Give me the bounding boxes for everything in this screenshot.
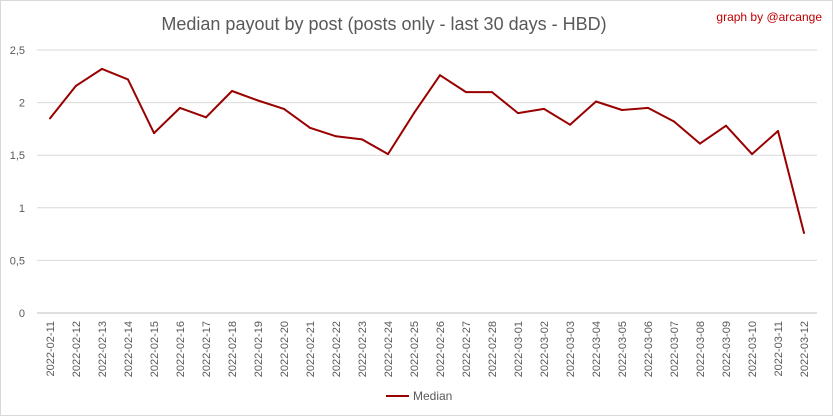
- x-tick-label: 2022-03-10: [747, 321, 759, 377]
- x-tick-label: 2022-02-21: [305, 321, 317, 377]
- y-tick-label: 2,5: [10, 45, 25, 57]
- data-point: [517, 112, 519, 115]
- x-tick-label: 2022-02-28: [487, 321, 499, 377]
- legend-label: Median: [413, 389, 452, 403]
- data-point: [283, 107, 285, 110]
- data-point: [647, 106, 649, 109]
- chart-credit: graph by @arcange: [716, 10, 822, 24]
- data-point: [491, 91, 493, 94]
- x-tick-label: 2022-03-02: [539, 321, 551, 377]
- data-point: [621, 108, 623, 111]
- x-tick-label: 2022-02-25: [409, 321, 421, 377]
- data-point: [751, 153, 753, 156]
- data-point: [231, 90, 233, 93]
- data-point: [439, 74, 441, 77]
- data-point: [127, 78, 129, 81]
- x-tick-label: 2022-02-27: [461, 321, 473, 377]
- x-tick-label: 2022-02-26: [435, 321, 447, 377]
- data-point: [361, 138, 363, 141]
- x-tick-label: 2022-03-08: [695, 321, 707, 377]
- legend: Median: [386, 389, 452, 403]
- y-tick-label: 1: [19, 203, 25, 215]
- x-tick-label: 2022-02-17: [201, 321, 213, 377]
- x-tick-label: 2022-03-05: [617, 321, 629, 377]
- x-tick-label: 2022-03-07: [669, 321, 681, 377]
- x-tick-label: 2022-02-24: [383, 321, 395, 377]
- x-tick-label: 2022-03-03: [565, 321, 577, 377]
- x-tick-label: 2022-03-11: [773, 321, 785, 376]
- data-point: [49, 117, 51, 120]
- x-tick-label: 2022-03-01: [513, 321, 525, 377]
- x-tick-label: 2022-02-14: [123, 321, 135, 377]
- data-point: [257, 99, 259, 102]
- x-tick-label: 2022-03-12: [799, 321, 811, 377]
- x-tick-label: 2022-02-20: [279, 321, 291, 377]
- x-tick-label: 2022-02-15: [149, 321, 161, 377]
- data-point: [413, 112, 415, 115]
- x-tick-label: 2022-02-11: [45, 321, 57, 376]
- x-tick-label: 2022-02-22: [331, 321, 343, 377]
- y-tick-label: 1,5: [10, 150, 25, 162]
- series-line-median: [49, 67, 805, 234]
- data-point: [569, 123, 571, 126]
- data-point: [387, 153, 389, 156]
- data-point: [777, 130, 779, 133]
- data-point: [699, 142, 701, 145]
- data-point: [595, 100, 597, 103]
- data-point: [803, 232, 805, 235]
- data-point: [101, 67, 103, 70]
- y-tick-label: 2: [19, 98, 25, 110]
- data-point: [673, 120, 675, 123]
- x-tick-label: 2022-02-18: [227, 321, 239, 377]
- x-tick-label: 2022-03-06: [643, 321, 655, 377]
- x-tick-label: 2022-03-04: [591, 321, 603, 377]
- chart-title: Median payout by post (posts only - last…: [161, 14, 606, 34]
- data-point: [335, 135, 337, 138]
- data-point: [75, 84, 77, 87]
- y-tick-label: 0: [19, 308, 25, 320]
- x-tick-label: 2022-02-12: [71, 321, 83, 377]
- x-tick-label: 2022-02-23: [357, 321, 369, 377]
- x-tick-label: 2022-02-16: [175, 321, 187, 377]
- x-tick-label: 2022-02-13: [97, 321, 109, 377]
- data-point: [153, 132, 155, 135]
- x-tick-label: 2022-03-09: [721, 321, 733, 377]
- x-tick-label: 2022-02-19: [253, 321, 265, 377]
- y-tick-label: 0,5: [10, 255, 25, 267]
- data-point: [725, 124, 727, 127]
- data-point: [543, 107, 545, 110]
- data-point: [465, 91, 467, 94]
- data-point: [205, 116, 207, 119]
- data-point: [179, 106, 181, 109]
- data-point: [309, 126, 311, 129]
